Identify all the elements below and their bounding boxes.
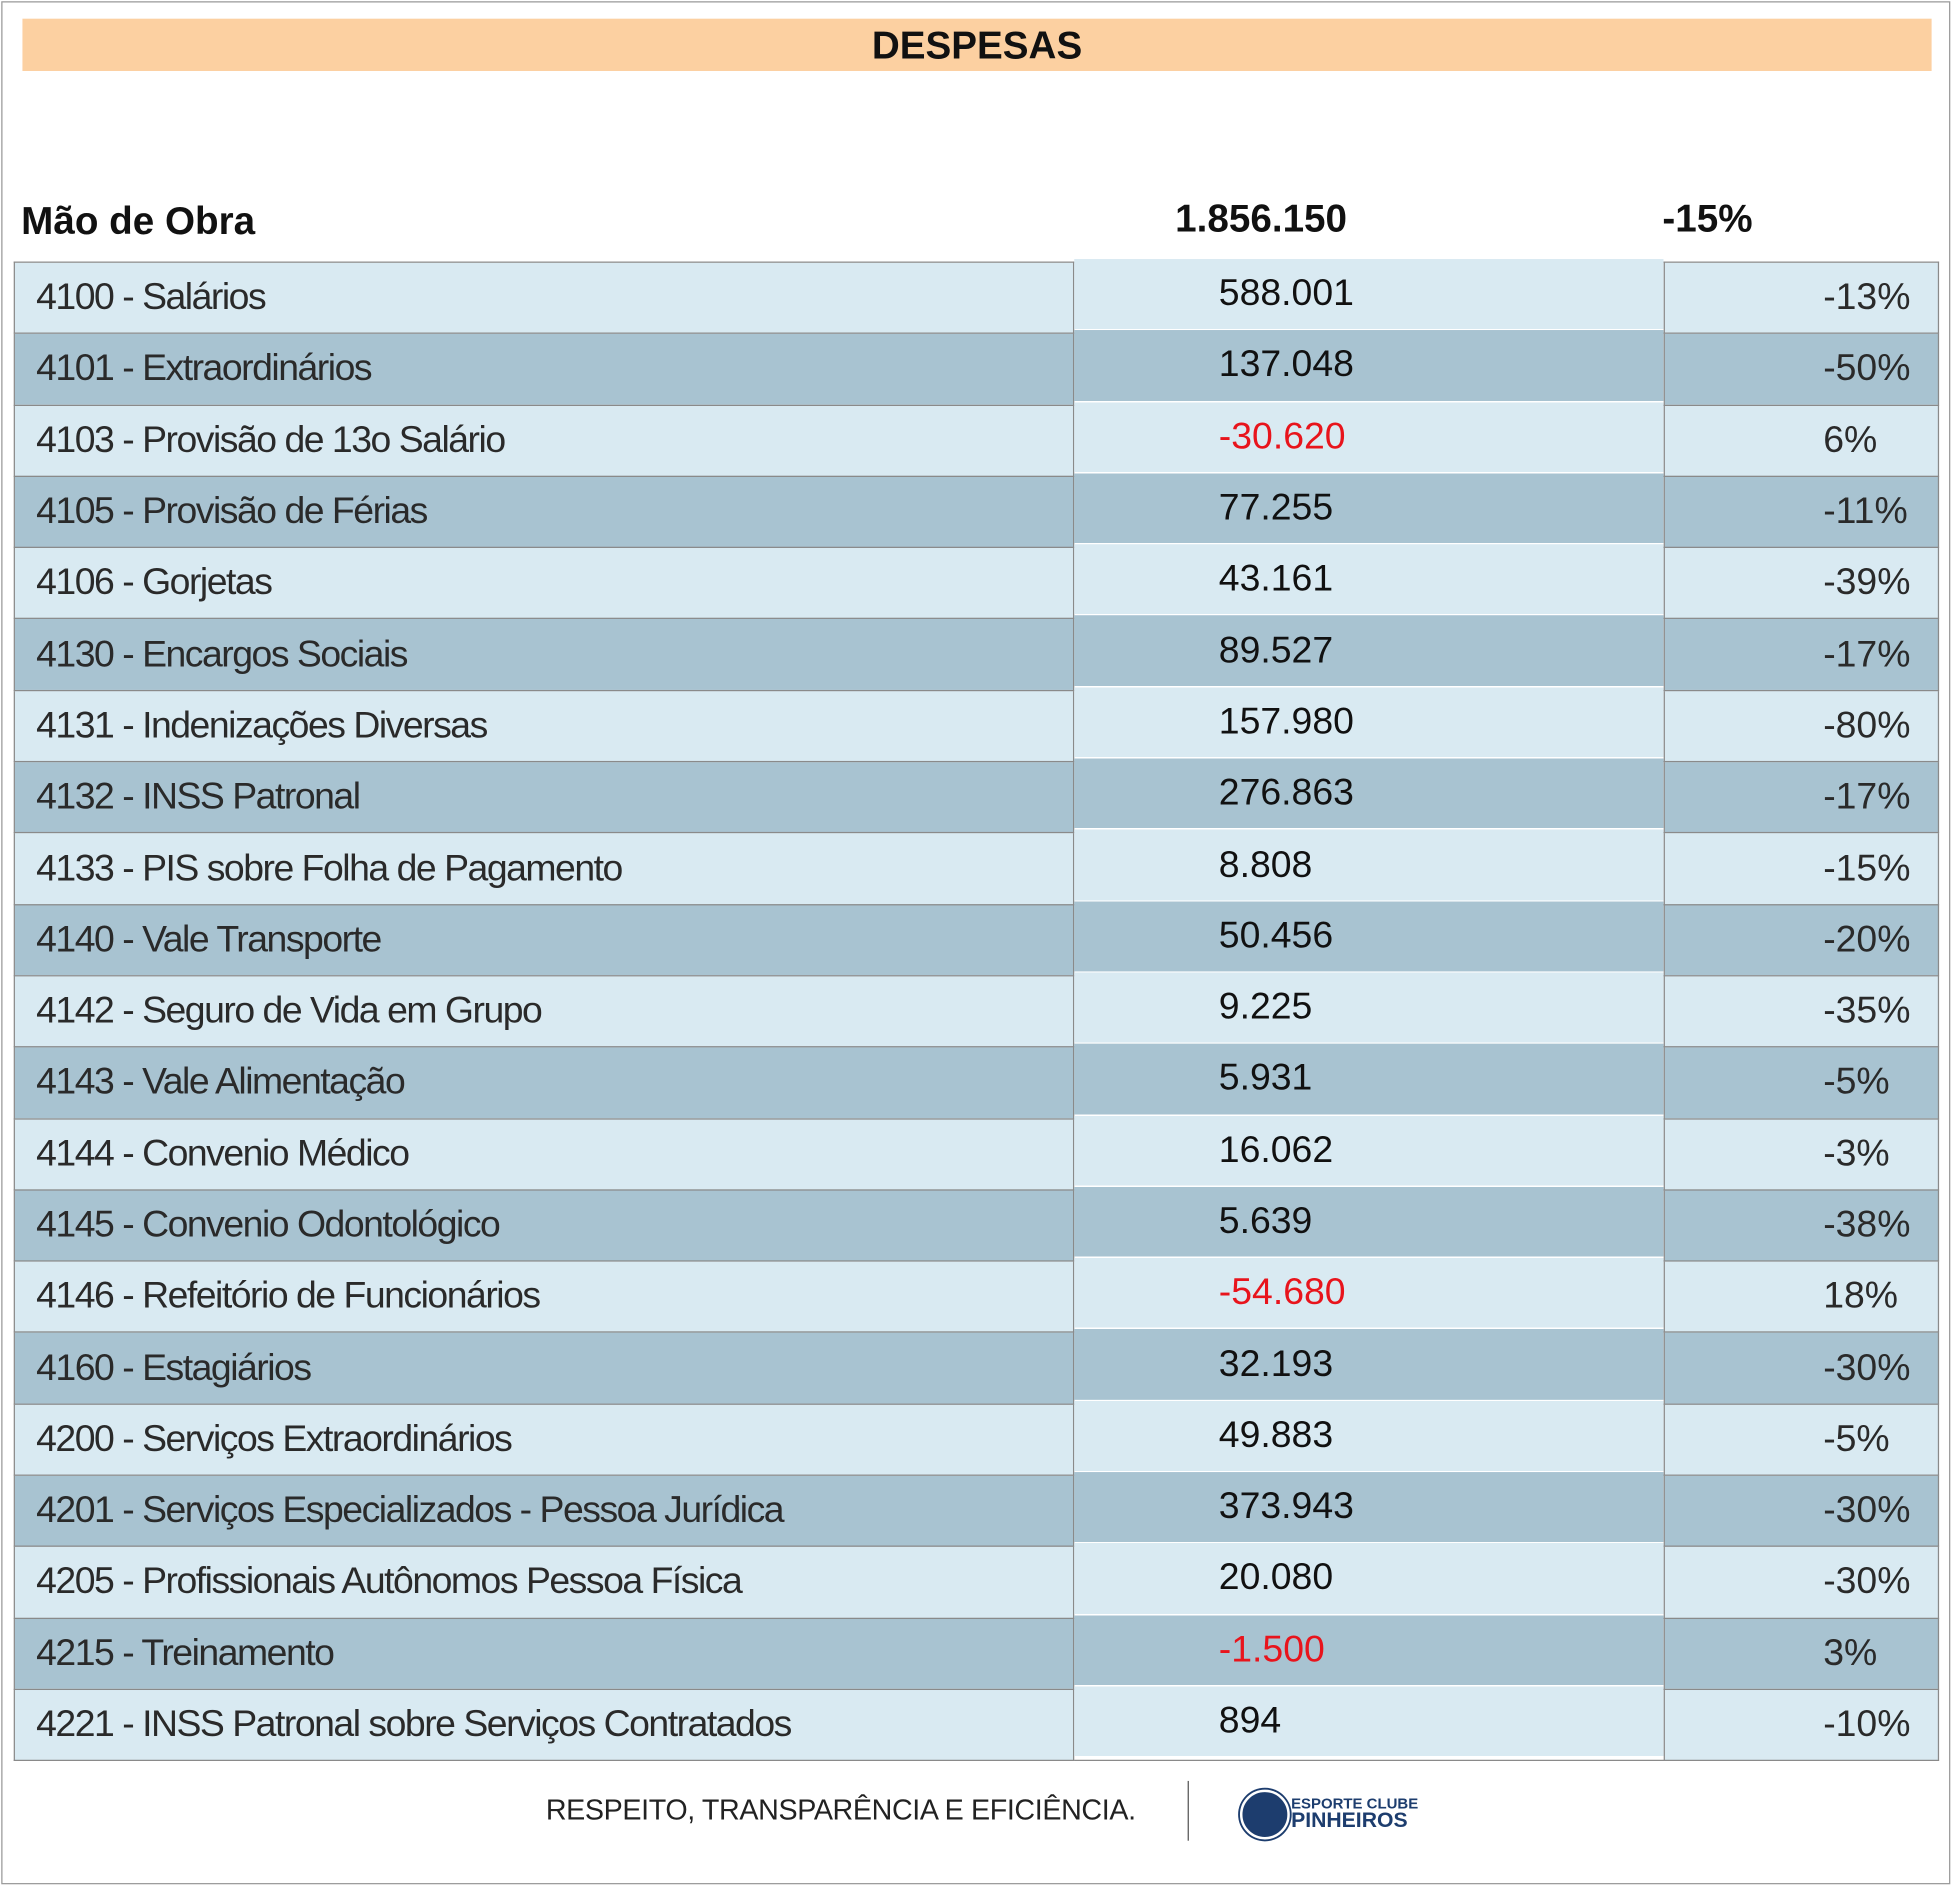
amount: 20.080 bbox=[1072, 1542, 1665, 1615]
change: 18% bbox=[1663, 1260, 1940, 1334]
amount: -30.620 bbox=[1072, 400, 1665, 474]
amount: 50.456 bbox=[1072, 900, 1665, 973]
amount: -1.500 bbox=[1072, 1613, 1665, 1687]
change: 3% bbox=[1663, 1617, 1940, 1690]
table-row: 4103 - Provisão de 13o Salário -30.620 6% bbox=[13, 400, 1940, 477]
account: 4205 - Profissionais Autônomos Pessoa Fí… bbox=[13, 1545, 1075, 1619]
change: -39% bbox=[1663, 546, 1940, 620]
change: -35% bbox=[1663, 975, 1940, 1048]
change: -15% bbox=[1663, 832, 1940, 906]
table-row: 4146 - Refeitório de Funcionários -54.680… bbox=[13, 1256, 1940, 1334]
amount: 16.062 bbox=[1072, 1114, 1665, 1187]
table-row: 4143 - Vale Alimentação 5.931 -5% bbox=[13, 1042, 1940, 1120]
table-row: 4144 - Convenio Médico 16.062 -3% bbox=[13, 1114, 1940, 1191]
section-total: 1.856.150 bbox=[1175, 196, 1348, 241]
change: -20% bbox=[1663, 903, 1940, 977]
account: 4221 - INSS Patronal sobre Serviços Cont… bbox=[13, 1688, 1075, 1762]
account: 4215 - Treinamento bbox=[13, 1617, 1075, 1690]
account: 4133 - PIS sobre Folha de Pagamento bbox=[13, 832, 1075, 906]
table-row: 4205 - Profissionais Autônomos Pessoa Fí… bbox=[13, 1542, 1940, 1619]
change: -80% bbox=[1663, 689, 1940, 763]
table-row: 4215 - Treinamento -1.500 3% bbox=[13, 1613, 1940, 1690]
amount: 894 bbox=[1072, 1684, 1665, 1758]
amount: 5.639 bbox=[1072, 1185, 1665, 1259]
table-row: 4133 - PIS sobre Folha de Pagamento 8.808… bbox=[13, 828, 1940, 906]
amount: 49.883 bbox=[1072, 1399, 1665, 1473]
logo-top: ESPORTE CLUBE bbox=[1291, 1794, 1419, 1813]
account: 4143 - Vale Alimentação bbox=[13, 1046, 1075, 1120]
amount: 588.001 bbox=[1072, 257, 1665, 331]
change: -5% bbox=[1663, 1046, 1940, 1120]
amount: 43.161 bbox=[1072, 543, 1665, 616]
amount: -54.680 bbox=[1072, 1256, 1665, 1330]
amount: 89.527 bbox=[1072, 614, 1665, 688]
table: 4100 - Salários 588.001 -13% 4101 - Extraor… bbox=[13, 257, 1940, 1762]
change: -13% bbox=[1663, 261, 1940, 335]
change: -11% bbox=[1663, 475, 1940, 549]
account: 4100 - Salários bbox=[13, 261, 1075, 335]
change: -30% bbox=[1663, 1474, 1940, 1548]
table-row: 4200 - Serviços Extraordinários 49.883 -5% bbox=[13, 1399, 1940, 1476]
slogan: RESPEITO, TRANSPARÊNCIA E EFICIÊNCIA. bbox=[545, 1793, 1136, 1826]
divider bbox=[1187, 1780, 1189, 1841]
amount: 373.943 bbox=[1072, 1470, 1665, 1544]
change: -50% bbox=[1663, 332, 1940, 406]
amount: 276.863 bbox=[1072, 757, 1665, 830]
account: 4131 - Indenizações Diversas bbox=[13, 689, 1075, 763]
table-row: 4105 - Provisão de Férias 77.255 -11% bbox=[13, 471, 1940, 549]
table-row: 4132 - INSS Patronal 276.863 -17% bbox=[13, 757, 1940, 834]
account: 4200 - Serviços Extraordinários bbox=[13, 1403, 1075, 1476]
account: 4144 - Convenio Médico bbox=[13, 1117, 1075, 1191]
account: 4130 - Encargos Sociais bbox=[13, 618, 1075, 691]
amount: 8.808 bbox=[1072, 828, 1665, 902]
table-row: 4131 - Indenizações Diversas 157.980 -80% bbox=[13, 685, 1940, 763]
change: -17% bbox=[1663, 618, 1940, 691]
table-row: 4145 - Convenio Odontológico 5.639 -38% bbox=[13, 1185, 1940, 1262]
table-row: 4142 - Seguro de Vida em Grupo 9.225 -35% bbox=[13, 971, 1940, 1048]
table-row: 4100 - Salários 588.001 -13% bbox=[13, 257, 1940, 335]
change: 6% bbox=[1663, 404, 1940, 477]
table-row: 4221 - INSS Patronal sobre Serviços Cont… bbox=[13, 1684, 1940, 1762]
amount: 9.225 bbox=[1072, 971, 1665, 1044]
account: 4142 - Seguro de Vida em Grupo bbox=[13, 975, 1075, 1048]
amount: 5.931 bbox=[1072, 1042, 1665, 1116]
account: 4106 - Gorjetas bbox=[13, 546, 1075, 620]
change: -10% bbox=[1663, 1688, 1940, 1762]
amount: 157.980 bbox=[1072, 685, 1665, 759]
account: 4146 - Refeitório de Funcionários bbox=[13, 1260, 1075, 1334]
account: 4105 - Provisão de Férias bbox=[13, 475, 1075, 549]
change: -30% bbox=[1663, 1545, 1940, 1619]
table-row: 4130 - Encargos Sociais 89.527 -17% bbox=[13, 614, 1940, 691]
change: -30% bbox=[1663, 1331, 1940, 1405]
account: 4101 - Extraordinários bbox=[13, 332, 1075, 406]
table-row: 4201 - Serviços Especializados - Pessoa … bbox=[13, 1470, 1940, 1548]
title: DESPESAS bbox=[22, 18, 1932, 71]
logo bbox=[1239, 1789, 1290, 1840]
section-change: -15% bbox=[1662, 196, 1753, 241]
table-row: 4101 - Extraordinários 137.048 -50% bbox=[13, 329, 1940, 406]
section-label: Mão de Obra bbox=[21, 199, 256, 243]
table-row: 4140 - Vale Transporte 50.456 -20% bbox=[13, 900, 1940, 977]
amount: 77.255 bbox=[1072, 471, 1665, 545]
amount: 137.048 bbox=[1072, 329, 1665, 402]
account: 4132 - INSS Patronal bbox=[13, 761, 1075, 834]
logo-name: PINHEIROS bbox=[1291, 1808, 1408, 1832]
account: 4201 - Serviços Especializados - Pessoa … bbox=[13, 1474, 1075, 1548]
account: 4103 - Provisão de 13o Salário bbox=[13, 404, 1075, 477]
account: 4160 - Estagiários bbox=[13, 1331, 1075, 1405]
change: -38% bbox=[1663, 1189, 1940, 1262]
change: -5% bbox=[1663, 1403, 1940, 1476]
amount: 32.193 bbox=[1072, 1328, 1665, 1401]
account: 4140 - Vale Transporte bbox=[13, 903, 1075, 977]
change: -3% bbox=[1663, 1117, 1940, 1191]
change: -17% bbox=[1663, 761, 1940, 834]
table-row: 4106 - Gorjetas 43.161 -39% bbox=[13, 543, 1940, 620]
account: 4145 - Convenio Odontológico bbox=[13, 1189, 1075, 1262]
table-row: 4160 - Estagiários 32.193 -30% bbox=[13, 1328, 1940, 1405]
